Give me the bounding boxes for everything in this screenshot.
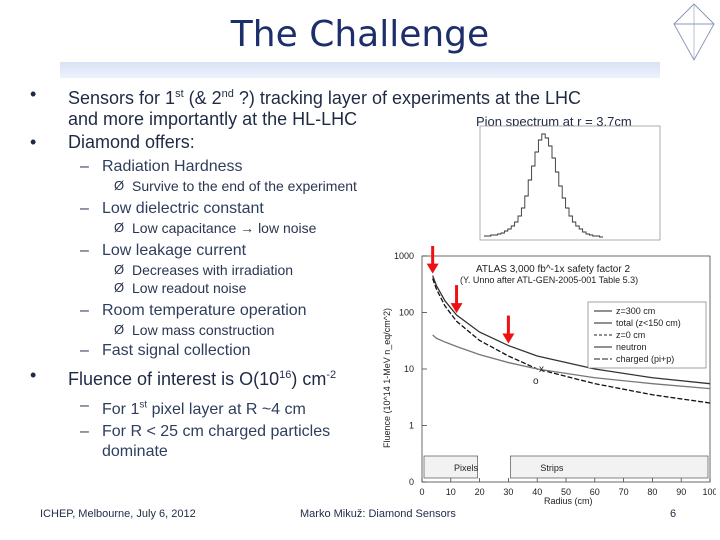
marker-arrow-head: [502, 333, 515, 344]
bullet-fluence: • Fluence of interest is O(1016) cm-2: [30, 365, 337, 389]
slide-title: The Challenge: [230, 14, 490, 55]
x-tick-label: 0: [419, 487, 424, 497]
bullet-sensors-line1: Sensors for 1st (& 2nd ?) tracking layer…: [68, 88, 582, 108]
sub-radiation: – Radiation Hardness: [80, 158, 243, 175]
footer-page-number: 6: [670, 508, 677, 520]
fluence-chart: Pixels Strips 0 1 10 100 1000 0 10 20 30 40 50 60 70…: [382, 246, 716, 506]
footer-author: Marko Mikuž: Diamond Sensors: [300, 508, 456, 520]
pion-spectrum-inset: [479, 125, 661, 241]
series-line: [432, 334, 711, 390]
chart-title: ATLAS 3,000 fb^-1x safety factor 2: [476, 264, 630, 275]
annotation-o: o: [533, 376, 539, 387]
bullet-diamond-text: Diamond offers:: [68, 132, 195, 152]
legend-entry: neutron: [616, 342, 647, 352]
pion-spectrum-histogram: [484, 133, 603, 238]
title-underline-bar: [60, 62, 660, 78]
x-tick-label: 100: [702, 487, 716, 497]
legend-entry: z=300 cm: [616, 306, 655, 316]
marker-arrow-head: [450, 303, 463, 314]
sub-item: Ø Low mass construction: [114, 322, 275, 338]
chart-subtitle: (Y. Unno after ATL-GEN-2005-001 Table 5.…: [460, 275, 638, 285]
bullet-sensors-line2: and more importantly at the HL-LHC: [68, 109, 358, 129]
sub-charged: – For R < 25 cm charged particles domina…: [80, 423, 331, 461]
bullet-fluence-text: Fluence of interest is O(1016) cm-2: [68, 369, 337, 389]
series-line: [432, 278, 711, 404]
region-box: [510, 455, 709, 479]
bullet-list: • Sensors for 1st (& 2nd ?) tracking lay…: [24, 84, 684, 462]
pion-spectrum-label: Pion spectrum at r = 3.7cm: [476, 114, 632, 129]
legend-box: [587, 301, 707, 369]
sub-dielectric: – Low dielectric constant: [80, 200, 264, 217]
region-label: Strips: [540, 463, 564, 473]
bullet-diamond: • Diamond offers:: [30, 132, 195, 152]
bullet-glyph: •: [30, 84, 37, 104]
y-axis-label: Fluence (10^14 1-MeV n_eq/cm^2): [382, 308, 392, 448]
sub-item: Ø Low readout noise: [114, 280, 247, 296]
y-tick-label: 100: [399, 308, 414, 318]
sub-fast-signal: – Fast signal collection: [80, 342, 251, 359]
x-tick-label: 50: [561, 487, 571, 497]
bullet-sensors: • Sensors for 1st (& 2nd ?) tracking lay…: [24, 84, 684, 130]
x-tick-label: 70: [619, 487, 629, 497]
region-label: Pixels: [454, 463, 479, 473]
x-tick-label: 10: [446, 487, 456, 497]
plot-frame: [421, 255, 711, 483]
y-tick-label: 1: [409, 421, 414, 431]
x-tick-label: 90: [676, 487, 686, 497]
y-tick-label: 1000: [394, 251, 414, 261]
x-tick-label: 60: [590, 487, 600, 497]
annotation-x: x: [539, 364, 544, 375]
series-line: [432, 275, 711, 385]
sub-item: Ø Survive to the end of the experiment: [114, 178, 357, 194]
sub-item: Ø Decreases with irradiation: [114, 262, 294, 278]
y-tick-label: 10: [404, 364, 414, 374]
x-tick-label: 40: [532, 487, 542, 497]
x-axis-label: Radius (cm): [544, 496, 593, 506]
chart-legend: z=300 cm total (z<150 cm) z=0 cm neutron cha…: [587, 301, 707, 369]
sub-pixel-layer: – For 1st pixel layer at R ~4 cm: [80, 397, 306, 419]
x-tick-label: 80: [647, 487, 657, 497]
x-tick-label: 20: [475, 487, 485, 497]
sub-item: Ø Low capacitance → low noise: [114, 220, 317, 236]
legend-entry: total (z<150 cm): [616, 318, 681, 328]
legend-entry: charged (pi+p): [616, 354, 674, 364]
marker-arrow-head: [426, 263, 439, 274]
x-tick-label: 30: [503, 487, 513, 497]
sub-room-temp: – Room temperature operation: [80, 302, 307, 319]
logo-icon: [672, 2, 716, 67]
footer-conference: ICHEP, Melbourne, July 6, 2012: [40, 508, 196, 520]
sub-leakage: – Low leakage current: [80, 242, 247, 259]
legend-entry: z=0 cm: [616, 330, 645, 340]
y-tick-label: 0: [409, 477, 414, 487]
